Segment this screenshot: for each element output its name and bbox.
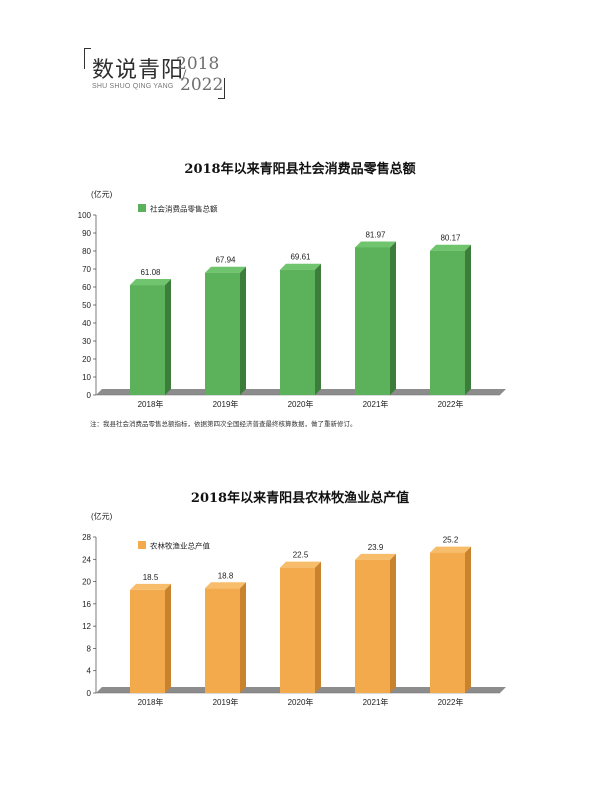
bar-side-face bbox=[390, 553, 396, 693]
bar bbox=[280, 269, 315, 395]
y-tick-label: 80 bbox=[82, 247, 91, 256]
bar-side-face bbox=[465, 546, 471, 693]
y-tick-label: 60 bbox=[82, 283, 91, 292]
x-tick-label: 2021年 bbox=[363, 399, 389, 409]
header-year-start: 2018 bbox=[176, 54, 220, 74]
x-tick-label: 2018年 bbox=[138, 399, 164, 409]
x-tick-label: 2020年 bbox=[288, 697, 314, 707]
bar-top-face bbox=[430, 244, 471, 251]
legend-label: 社会消费品零售总额 bbox=[150, 204, 218, 214]
bar-top-face bbox=[205, 266, 246, 273]
bar-side-face bbox=[165, 583, 171, 693]
bar-data-label: 69.61 bbox=[290, 253, 311, 262]
y-tick-label: 4 bbox=[87, 667, 92, 676]
bar-top-face bbox=[130, 583, 171, 590]
bar bbox=[430, 250, 465, 395]
y-tick-label: 90 bbox=[82, 229, 91, 238]
x-tick-label: 2018年 bbox=[138, 697, 164, 707]
header-bracket-right bbox=[218, 78, 225, 99]
bar-data-label: 25.2 bbox=[443, 536, 459, 545]
bar bbox=[205, 272, 240, 395]
x-tick-label: 2020年 bbox=[288, 399, 314, 409]
bar-top-face bbox=[280, 561, 321, 568]
bar-side-face bbox=[165, 279, 171, 395]
x-tick-label: 2019年 bbox=[213, 697, 239, 707]
legend-swatch bbox=[138, 541, 146, 549]
report-header: 数说青阳 2018 / 2022 SHU SHUO QING YANG bbox=[84, 48, 225, 99]
y-axis-unit-label: (亿元) bbox=[91, 189, 113, 199]
bar-data-label: 80.17 bbox=[440, 234, 461, 243]
bar-side-face bbox=[390, 241, 396, 395]
y-tick-label: 10 bbox=[82, 373, 91, 382]
bar bbox=[355, 247, 390, 395]
header-slash: / bbox=[182, 68, 187, 83]
y-tick-label: 30 bbox=[82, 337, 91, 346]
header-title: 数说青阳 bbox=[92, 58, 185, 83]
bar-top-face bbox=[355, 241, 396, 248]
header-pinyin: SHU SHUO QING YANG bbox=[92, 83, 174, 90]
y-tick-label: 8 bbox=[87, 644, 92, 653]
bar-side-face bbox=[315, 263, 321, 395]
bar-side-face bbox=[315, 561, 321, 693]
y-axis-unit-label: (亿元) bbox=[91, 511, 113, 521]
chart1-title: 2018年以来青阳县社会消费品零售总额 bbox=[184, 162, 416, 177]
x-tick-label: 2019年 bbox=[213, 399, 239, 409]
bar bbox=[130, 589, 165, 693]
x-tick-label: 2022年 bbox=[438, 697, 464, 707]
legend-label: 农林牧渔业总产值 bbox=[150, 541, 210, 551]
chart2-title: 2018年以来青阳县农林牧渔业总产值 bbox=[190, 491, 410, 506]
y-tick-label: 50 bbox=[82, 301, 91, 310]
bar-side-face bbox=[240, 582, 246, 693]
header-year-end: 2022 bbox=[180, 75, 224, 95]
bar-data-label: 61.08 bbox=[140, 268, 161, 277]
bar-side-face bbox=[240, 266, 246, 395]
y-tick-label: 28 bbox=[82, 533, 91, 542]
bar bbox=[130, 285, 165, 395]
x-tick-label: 2021年 bbox=[363, 697, 389, 707]
retail-sales-bar-chart: (亿元) 0 10 20 30 40 50 60 70 80 90 100 61.08 2018年 67.9… bbox=[78, 189, 506, 409]
y-tick-label: 24 bbox=[82, 555, 91, 564]
y-tick-label: 12 bbox=[82, 622, 91, 631]
bar-side-face bbox=[465, 244, 471, 395]
bar-data-label: 18.5 bbox=[143, 573, 159, 582]
bar-data-label: 67.94 bbox=[215, 256, 236, 265]
x-tick-label: 2022年 bbox=[438, 399, 464, 409]
bar-data-label: 22.5 bbox=[293, 551, 309, 560]
y-tick-label: 0 bbox=[87, 689, 92, 698]
y-tick-label: 20 bbox=[82, 578, 91, 587]
y-tick-label: 70 bbox=[82, 265, 91, 274]
bar-top-face bbox=[355, 553, 396, 560]
bar-top-face bbox=[205, 582, 246, 589]
header-bracket-left bbox=[84, 48, 91, 69]
chart1-footnote: 注：我县社会消费品零售总额指标，依据第四次全国经济普查最终核算数据，做了重新修订… bbox=[90, 420, 357, 428]
bar bbox=[355, 559, 390, 693]
bar-top-face bbox=[130, 279, 171, 286]
bar bbox=[205, 588, 240, 693]
y-tick-label: 40 bbox=[82, 319, 91, 328]
y-tick-label: 100 bbox=[78, 211, 92, 220]
y-tick-label: 20 bbox=[82, 355, 91, 364]
bar-top-face bbox=[280, 263, 321, 270]
bar bbox=[280, 567, 315, 693]
y-tick-label: 0 bbox=[87, 391, 92, 400]
y-tick-label: 16 bbox=[82, 600, 91, 609]
bar-data-label: 81.97 bbox=[365, 230, 386, 239]
bar-data-label: 23.9 bbox=[368, 543, 384, 552]
bar-data-label: 18.8 bbox=[218, 571, 234, 580]
bar-top-face bbox=[430, 546, 471, 553]
agriculture-output-bar-chart: (亿元) 0 4 8 12 16 20 24 28 18.5 2018年 18.8 2019年 22.5 2… bbox=[82, 511, 506, 707]
bar bbox=[430, 552, 465, 693]
legend-swatch bbox=[138, 204, 146, 212]
